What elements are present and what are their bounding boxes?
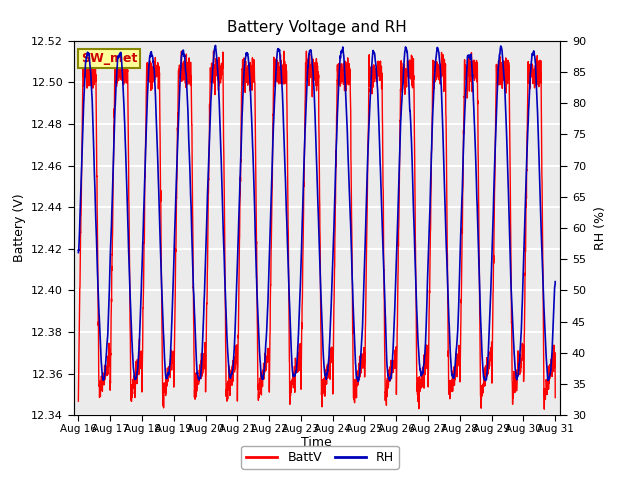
- RH: [74, 250, 82, 255]
- RH: [278, 83, 286, 88]
- BattV: [278, 80, 286, 85]
- BattV: [157, 256, 165, 262]
- BattV: [129, 380, 137, 385]
- BattV: [257, 392, 265, 398]
- BattV: [491, 182, 499, 188]
- BattV: [111, 48, 119, 54]
- RH: [542, 353, 550, 359]
- RH: [491, 155, 499, 160]
- Y-axis label: RH (%): RH (%): [595, 206, 607, 250]
- Line: RH: RH: [78, 46, 556, 382]
- RH: [129, 354, 136, 360]
- Line: BattV: BattV: [78, 51, 556, 409]
- Legend: BattV, RH: BattV, RH: [241, 446, 399, 469]
- BattV: [542, 377, 550, 383]
- X-axis label: Time: Time: [301, 436, 332, 449]
- BattV: [552, 395, 559, 400]
- BattV: [540, 406, 548, 412]
- RH: [354, 379, 362, 384]
- RH: [157, 263, 165, 269]
- Y-axis label: Battery (V): Battery (V): [13, 194, 26, 262]
- Text: SW_met: SW_met: [81, 52, 137, 65]
- RH: [257, 373, 265, 379]
- Title: Battery Voltage and RH: Battery Voltage and RH: [227, 21, 406, 36]
- RH: [552, 279, 559, 285]
- RH: [212, 43, 220, 48]
- BattV: [74, 398, 82, 404]
